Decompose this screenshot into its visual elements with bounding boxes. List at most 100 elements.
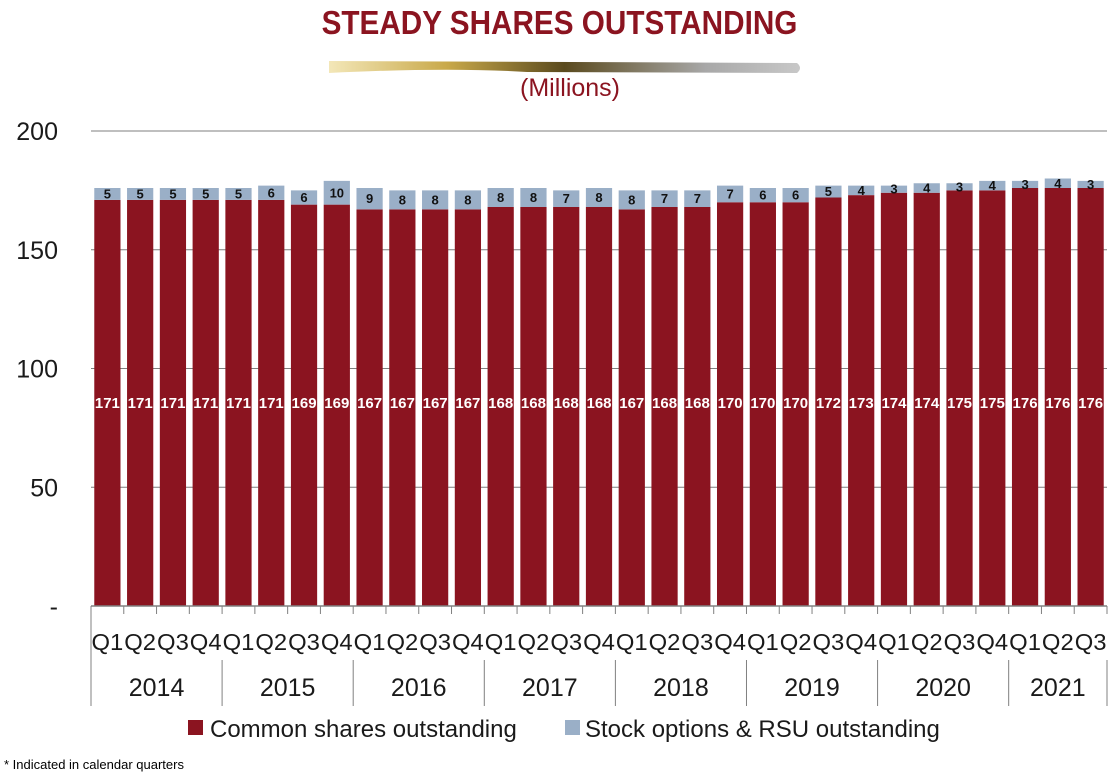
data-label-common: 169 [324,395,349,412]
bar-common [782,202,809,606]
x-tick-label-quarter: Q4 [190,629,222,655]
x-tick-label-year: 2020 [915,674,971,702]
x-tick-label-quarter: Q4 [583,629,615,655]
bar-common [880,192,908,606]
data-label-options: 8 [432,192,439,207]
y-tick-label: 50 [30,474,58,502]
data-label-options: 8 [399,192,406,207]
bar-common [848,195,875,606]
data-label-options: 8 [530,190,537,205]
data-label-options: 4 [1054,176,1062,191]
bar-common [1011,188,1039,606]
data-label-common: 170 [718,395,743,412]
x-tick-label-quarter: Q2 [386,629,418,655]
data-label-common: 171 [160,395,185,412]
chart-title: STEADY SHARES OUTSTANDING [321,4,798,41]
data-label-options: 4 [923,181,931,196]
data-label-options: 5 [235,186,242,201]
data-label-options: 3 [1087,177,1094,192]
bar-common [94,199,121,606]
bar-options [454,190,482,210]
y-tick-label: 200 [16,118,58,146]
data-label-common: 174 [914,395,940,412]
bar-options [946,183,973,191]
data-label-options: 5 [169,186,176,201]
bar-options [880,185,908,193]
x-tick-label-quarter: Q3 [944,629,976,655]
bar-options [585,188,613,207]
bar-options [815,185,842,198]
bar-common [1077,188,1104,606]
data-label-common: 176 [1078,395,1103,412]
bar-common [389,209,416,606]
data-label-options: 5 [104,186,111,201]
data-label-common: 168 [488,395,513,412]
x-tick-label-quarter: Q2 [911,629,943,655]
data-label-options: 5 [825,184,832,199]
x-tick-label-year: 2019 [784,674,840,702]
data-label-options: 7 [694,191,701,206]
bar-options [323,180,350,205]
bar-options [290,190,318,205]
bar-options [356,188,383,210]
bar-options [94,188,121,200]
legend-swatch-options [565,720,580,735]
bar-common [487,207,514,606]
data-label-options: 9 [366,191,373,206]
bar-common [159,199,187,606]
data-label-common: 168 [586,395,611,412]
x-tick-label-quarter: Q3 [419,629,451,655]
bar-common [520,207,547,606]
x-tick-label-year: 2015 [260,674,316,702]
x-tick-label-year: 2014 [129,674,185,702]
data-label-common: 174 [881,395,907,412]
y-tick-label: 150 [16,237,58,265]
x-tick-label-quarter: Q3 [813,629,845,655]
bar-common [684,207,711,606]
footnote: * Indicated in calendar quarters [4,757,184,772]
data-label-options: 6 [300,190,307,205]
data-label-common: 168 [685,395,710,412]
data-label-options: 6 [759,188,766,203]
bar-common [979,190,1006,606]
data-label-common: 170 [783,395,808,412]
bar-common [422,209,449,606]
data-label-common: 167 [423,395,448,412]
x-tick-label-year: 2016 [391,674,447,702]
data-label-common: 168 [652,395,677,412]
bar-options [159,188,187,200]
data-label-options: 5 [202,186,209,201]
x-tick-label-quarter: Q1 [485,629,517,655]
data-label-common: 171 [95,395,120,412]
data-label-options: 3 [956,179,963,194]
data-label-common: 171 [128,395,153,412]
data-label-options: 5 [137,186,144,201]
x-tick-label-quarter: Q4 [321,629,353,655]
chart-subtitle: (Millions) [520,74,620,102]
x-tick-label-quarter: Q4 [452,629,484,655]
data-label-common: 169 [292,395,317,412]
bar-options [716,185,744,203]
x-tick-label-quarter: Q3 [157,629,189,655]
bar-common [290,204,318,606]
data-label-options: 8 [628,192,635,207]
x-tick-label-quarter: Q3 [681,629,713,655]
data-label-common: 167 [455,395,480,412]
x-tick-label-quarter: Q1 [1009,629,1041,655]
x-tick-label-quarter: Q1 [747,629,779,655]
x-tick-label-quarter: Q2 [780,629,812,655]
bar-common [553,207,580,606]
y-tick-label: 100 [16,356,58,384]
x-tick-label-year: 2017 [522,674,578,702]
legend-swatch-common [188,720,203,735]
data-label-options: 8 [464,192,471,207]
x-tick-label-quarter: Q2 [124,629,156,655]
bar-options [782,188,809,203]
x-tick-label-quarter: Q2 [255,629,287,655]
x-tick-label-quarter: Q1 [878,629,910,655]
bar-common [749,202,776,606]
bar-options [651,190,678,207]
bar-options [553,190,580,207]
x-tick-label-quarter: Q3 [550,629,582,655]
